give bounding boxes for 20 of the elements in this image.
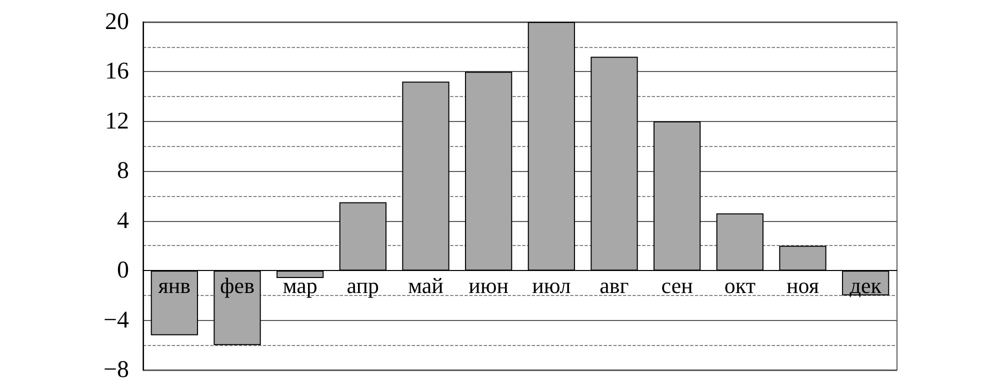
x-tick-label: сен: [661, 272, 694, 298]
x-tick-label: дек: [850, 272, 882, 298]
y-tick-label: 20: [105, 9, 129, 35]
y-tick-label: 12: [105, 108, 129, 134]
y-tick-label: 4: [117, 208, 129, 234]
x-tick-label: июл: [532, 272, 571, 298]
y-tick-label: 0: [117, 258, 129, 284]
y-tick-label: −4: [103, 307, 129, 334]
y-tick-label: −8: [103, 357, 129, 382]
x-tick-label: окт: [724, 272, 756, 298]
x-tick-label: июн: [468, 272, 509, 298]
x-tick-label: фев: [220, 272, 254, 298]
x-tick-label: авг: [600, 272, 629, 298]
x-tick-label: май: [408, 272, 444, 298]
x-tick-label: апр: [346, 272, 380, 298]
x-tick-label: мар: [282, 272, 318, 298]
y-tick-label: 16: [105, 58, 129, 85]
x-tick-label: янв: [158, 272, 191, 298]
y-tick-label: 8: [117, 158, 129, 184]
x-tick-label: ноя: [786, 272, 819, 298]
